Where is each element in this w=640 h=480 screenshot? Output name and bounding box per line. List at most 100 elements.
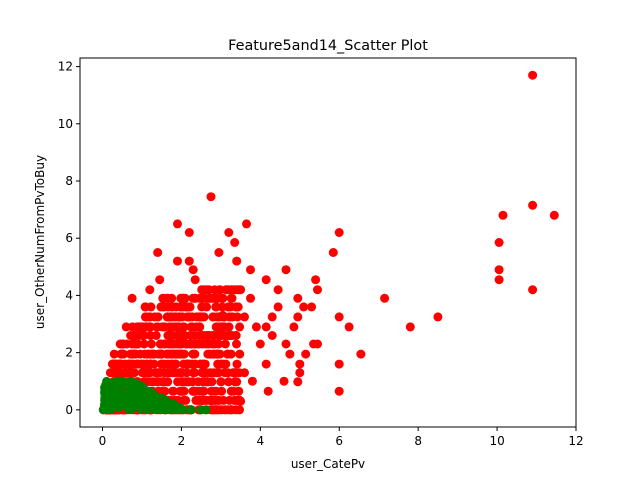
data-point-red [153,248,163,257]
data-point-red [246,265,255,275]
data-point-red [146,331,155,340]
data-point-red [213,359,223,369]
data-point-red [528,285,538,295]
y-axis: 0 2 4 6 8 10 12 [58,60,80,417]
data-point-red [295,368,305,378]
data-point-red [405,322,415,332]
data-point-red [433,312,443,322]
data-point-red [273,302,283,312]
y-tick-label: 2 [65,346,73,360]
data-point-red [130,331,139,340]
data-point-green [201,405,211,415]
data-point-red [214,248,224,257]
data-point-red [168,302,178,312]
data-point-red [223,349,233,359]
data-point-red [188,293,198,303]
data-point-green [186,405,196,415]
data-point-red [293,312,303,322]
data-point-red [334,386,344,396]
data-point-red [344,322,354,332]
data-point-red [247,376,257,386]
data-point-red [206,386,216,396]
data-point-red [176,386,186,396]
x-tick-label: 10 [489,434,504,448]
data-point-red [139,339,149,349]
data-point-red [233,302,243,312]
data-point-red [199,386,209,396]
data-point-red [121,322,131,332]
data-point-red [184,256,194,266]
data-point-red [124,368,134,378]
data-point-red [156,359,166,369]
data-point-red [198,293,208,303]
data-point-red [216,377,226,387]
data-point-red [235,322,245,332]
x-axis: 0 2 4 6 8 10 12 [99,427,584,448]
data-point-red [217,386,227,396]
data-point-red [187,312,197,322]
data-point-red [105,368,115,378]
data-point-red [139,331,149,340]
data-point-red [218,310,228,320]
data-point-red [163,377,172,387]
data-point-red [307,302,317,312]
data-point-red [299,302,309,312]
data-point-red [549,210,559,220]
data-point-red [173,377,183,387]
data-point-red [177,339,187,349]
plot-frame [79,57,577,428]
data-point-red [240,368,249,378]
data-point-red [115,339,125,349]
data-point-red [127,293,137,303]
data-point-red [216,322,226,332]
data-point-red [356,349,366,359]
data-point-green [117,400,127,410]
data-point-red [273,285,283,295]
data-point-red [214,331,224,340]
data-point-red [198,359,208,369]
data-point-red [197,312,207,322]
data-point-red [149,359,159,369]
data-point-red [261,275,271,285]
data-point-red [166,331,175,340]
data-point-green [103,394,113,404]
data-point-red [186,322,196,332]
data-point-red [150,312,160,322]
y-tick-label: 4 [65,288,73,302]
data-point-red [160,368,170,378]
data-point-red [328,248,338,257]
data-point-green [178,405,188,415]
data-point-red [236,396,246,406]
data-point-red [334,228,344,237]
data-point-red [113,359,123,369]
data-point-red [230,377,240,387]
data-point-red [177,312,187,322]
data-point-red [231,405,241,415]
data-point-red [251,322,261,332]
data-point-red [158,293,168,303]
data-point-red [235,349,245,359]
data-point-red [226,331,236,340]
data-point-red [190,368,200,378]
y-tick-label: 12 [58,60,73,74]
y-axis-title: user_OtherNumFromPvToBuy [33,155,47,329]
data-point-red [188,265,198,275]
data-point-red [119,349,128,359]
data-point-red [109,349,119,359]
data-point-green [98,405,108,415]
data-point-green [169,405,178,415]
data-point-red [242,219,251,229]
data-point-red [289,322,299,332]
data-point-green [161,405,171,415]
x-tick-label: 0 [99,434,107,448]
data-point-red [137,322,147,332]
data-point-red [494,265,504,275]
data-point-red [130,339,140,349]
data-point-red [210,285,220,295]
data-point-red [211,302,221,312]
x-axis-title: user_CatePv [291,457,365,471]
data-point-red [261,322,271,332]
data-point-red [246,293,255,303]
data-point-red [263,386,273,396]
data-point-red [313,285,322,295]
